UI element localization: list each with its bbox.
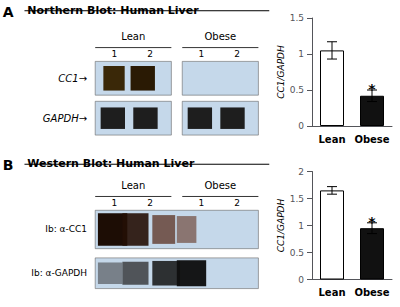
- svg-text:GAPDH→: GAPDH→: [43, 113, 87, 124]
- svg-text:1: 1: [111, 198, 117, 208]
- svg-text:CC1→: CC1→: [58, 73, 87, 84]
- svg-text:Lean: Lean: [121, 180, 145, 191]
- svg-text:2: 2: [147, 198, 153, 208]
- svg-text:Ib: α-CC1: Ib: α-CC1: [45, 224, 87, 234]
- svg-text:0.5: 0.5: [290, 85, 304, 95]
- svg-text:1: 1: [198, 49, 204, 59]
- svg-text:B: B: [3, 157, 14, 173]
- svg-text:1: 1: [111, 49, 117, 59]
- svg-text:Obese: Obese: [204, 31, 236, 42]
- svg-text:2: 2: [298, 167, 304, 177]
- svg-text:1: 1: [198, 198, 204, 208]
- svg-text:Obese: Obese: [354, 287, 389, 298]
- svg-text:Obese: Obese: [204, 180, 236, 191]
- svg-text:1: 1: [298, 221, 304, 231]
- svg-text:Lean: Lean: [318, 134, 345, 145]
- svg-text:Obese: Obese: [354, 134, 389, 145]
- svg-text:2: 2: [234, 49, 240, 59]
- svg-text:0.5: 0.5: [290, 248, 304, 258]
- svg-text:0: 0: [298, 275, 304, 285]
- svg-text:CC1/GAPDH: CC1/GAPDH: [276, 45, 286, 99]
- svg-text:Lean: Lean: [318, 287, 345, 298]
- svg-text:1: 1: [298, 49, 304, 59]
- svg-text:Western Blot: Human Liver: Western Blot: Human Liver: [27, 157, 195, 170]
- svg-text:*: *: [368, 81, 376, 97]
- svg-text:A: A: [3, 4, 14, 20]
- svg-text:1.5: 1.5: [290, 13, 304, 23]
- svg-text:1.5: 1.5: [290, 194, 304, 204]
- svg-text:CC1/GAPDH: CC1/GAPDH: [276, 198, 286, 252]
- svg-text:2: 2: [234, 198, 240, 208]
- svg-text:2: 2: [147, 49, 153, 59]
- svg-text:Lean: Lean: [121, 31, 145, 42]
- svg-text:Northern Blot: Human Liver: Northern Blot: Human Liver: [27, 4, 199, 17]
- svg-text:*: *: [368, 214, 376, 230]
- svg-text:0: 0: [298, 121, 304, 131]
- svg-text:Ib: α-GAPDH: Ib: α-GAPDH: [31, 268, 87, 278]
